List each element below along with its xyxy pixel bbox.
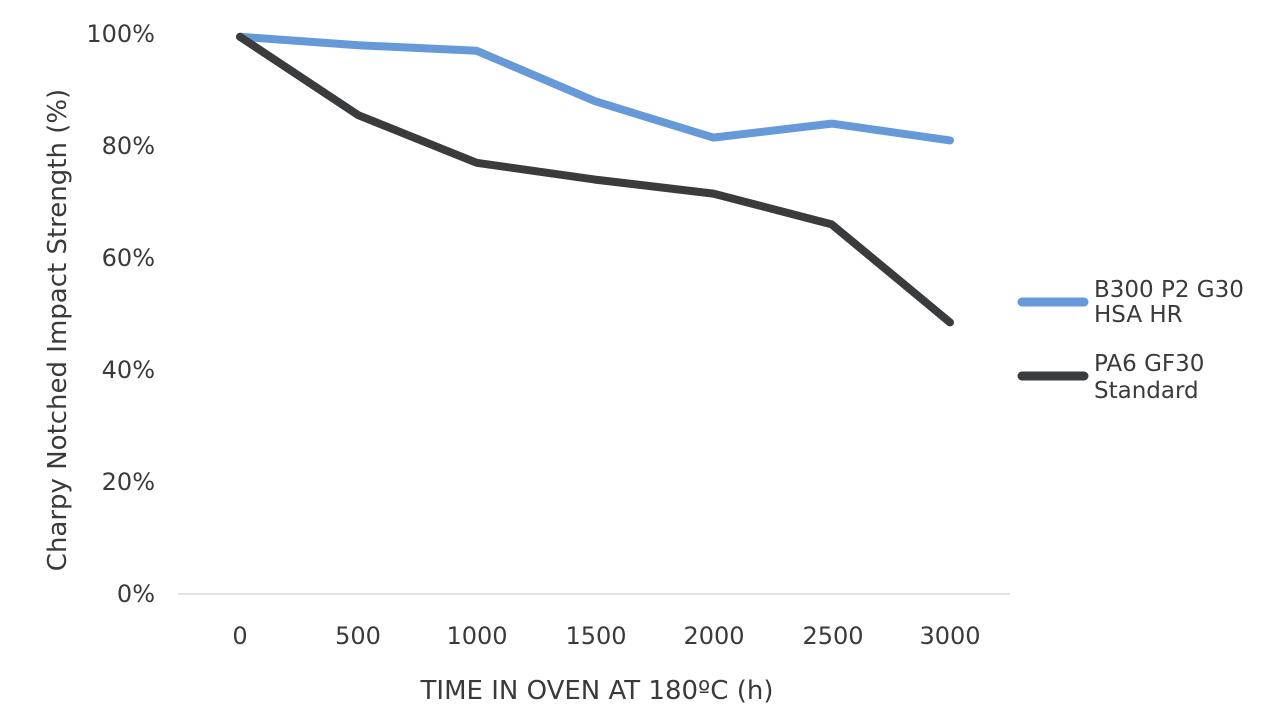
legend-label: B300 P2 G30	[1094, 277, 1244, 303]
series-line-pa6	[236, 32, 954, 327]
legend: B300 P2 G30 HSA HR PA6 GF30 Standard	[1017, 277, 1244, 404]
legend-label: Standard	[1094, 378, 1199, 404]
x-tick-label: 500	[335, 622, 381, 650]
legend-item: B300 P2 G30 HSA HR	[1017, 277, 1244, 328]
x-tick-label: 1000	[446, 622, 507, 650]
legend-label: HSA HR	[1094, 302, 1183, 328]
y-tick-label: 40%	[102, 356, 155, 384]
y-axis-title: Charpy Notched Impact Strength (%)	[43, 89, 73, 571]
x-axis-title: TIME IN OVEN AT 180ºC (h)	[420, 676, 774, 706]
x-tick-label: 2000	[683, 622, 744, 650]
x-tick-label: 1500	[565, 622, 626, 650]
x-tick-label: 0	[232, 622, 247, 650]
plot-area	[236, 32, 954, 327]
x-axis: 0 500 1000 1500 2000 2500 3000	[232, 622, 980, 650]
series-line-b300	[236, 32, 954, 145]
y-tick-label: 60%	[102, 244, 155, 272]
legend-label: PA6 GF30	[1094, 351, 1204, 377]
x-tick-label: 3000	[919, 622, 980, 650]
y-tick-label: 100%	[86, 20, 155, 48]
y-tick-label: 20%	[102, 468, 155, 496]
y-tick-label: 0%	[117, 580, 155, 608]
legend-item: PA6 GF30 Standard	[1017, 351, 1204, 404]
y-axis: 0% 20% 40% 60% 80% 100%	[86, 20, 155, 608]
y-tick-label: 80%	[102, 132, 155, 160]
x-tick-label: 2500	[802, 622, 863, 650]
